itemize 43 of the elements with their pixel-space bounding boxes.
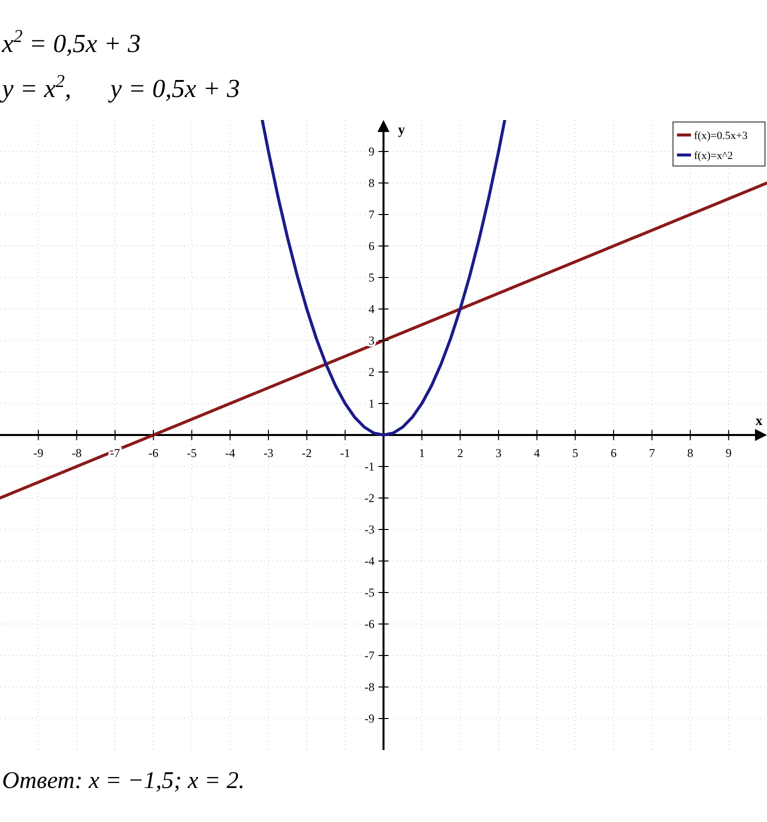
legend-label: f(x)=0.5x+3 — [694, 130, 748, 142]
x-tick-label: 7 — [648, 446, 655, 460]
x-tick-label: -2 — [302, 446, 312, 460]
x-tick-label: -5 — [186, 446, 197, 460]
x-tick-label: 8 — [687, 446, 694, 460]
legend-label: f(x)=x^2 — [694, 150, 733, 162]
line-series — [260, 120, 506, 436]
text: Ответ: x = −1,5; x = 2. — [2, 768, 245, 794]
x-tick-label: -9 — [33, 446, 44, 460]
x-tick-label: -8 — [72, 446, 82, 460]
y-tick-label: -4 — [364, 554, 374, 568]
y-tick-label: -6 — [364, 617, 374, 631]
y-tick-label: -1 — [364, 460, 374, 474]
y-tick-label: -5 — [364, 586, 374, 600]
y-tick-label: 9 — [368, 144, 374, 158]
y-tick-label: 7 — [368, 208, 374, 222]
x-tick-label: -6 — [148, 446, 158, 460]
x-tick-label: 2 — [457, 446, 464, 460]
y-tick-label: 5 — [368, 270, 374, 284]
y-tick-label: 6 — [368, 239, 374, 253]
y-axis-title: y — [398, 123, 405, 138]
y-tick-label: 1 — [368, 396, 374, 410]
y-tick-label: -8 — [364, 680, 374, 694]
x-tick-label: 3 — [496, 446, 502, 460]
x-axis-title: x — [756, 414, 762, 429]
chart-subtitle: y = x$^{2}$, y = 0,5x + 3 — [0, 71, 240, 103]
x-tick-label: -1 — [340, 446, 350, 460]
x-tick-label: -3 — [263, 446, 274, 460]
y-tick-label: -3 — [364, 522, 374, 536]
chart-title: x$^{2}$ = 0,5x + 3 — [1, 26, 141, 58]
y-tick-label: 3 — [368, 334, 374, 348]
x-tick-label: -4 — [225, 446, 236, 460]
y-tick-label: -7 — [364, 648, 374, 662]
y-tick-label: -9 — [364, 712, 374, 726]
y-tick-label: 2 — [368, 365, 374, 379]
x-tick-label: 5 — [572, 446, 578, 460]
y-tick-label: 4 — [368, 302, 374, 316]
x-tick-label: 4 — [534, 446, 540, 460]
x-tick-label: 1 — [418, 446, 425, 460]
x-tick-label: 6 — [610, 446, 617, 460]
y-tick-label: 8 — [368, 176, 374, 190]
x-tick-label: 9 — [726, 446, 732, 460]
y-tick-label: -2 — [364, 491, 374, 505]
